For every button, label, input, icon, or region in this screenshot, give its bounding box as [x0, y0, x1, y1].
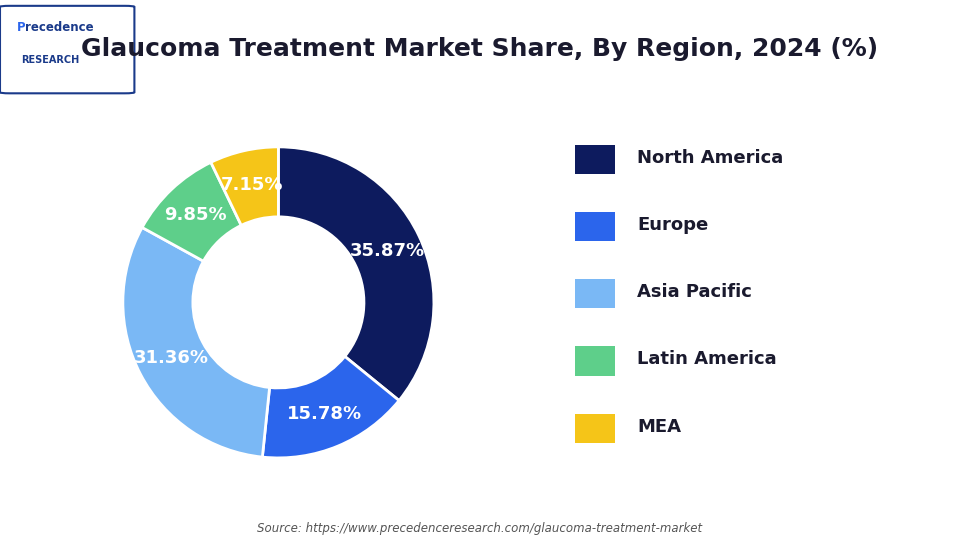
FancyBboxPatch shape: [575, 145, 615, 174]
Text: RESEARCH: RESEARCH: [21, 55, 80, 65]
Wedge shape: [262, 356, 399, 458]
Wedge shape: [123, 227, 270, 457]
Text: MEA: MEA: [637, 417, 681, 436]
Text: 15.78%: 15.78%: [287, 405, 362, 423]
Text: P: P: [17, 21, 26, 34]
Text: Latin America: Latin America: [637, 350, 777, 368]
Text: 35.87%: 35.87%: [349, 241, 425, 260]
Text: 31.36%: 31.36%: [134, 349, 209, 367]
Text: Glaucoma Treatment Market Share, By Region, 2024 (%): Glaucoma Treatment Market Share, By Regi…: [82, 37, 878, 60]
Text: Asia Pacific: Asia Pacific: [637, 283, 752, 301]
Text: Europe: Europe: [637, 216, 708, 234]
Text: recedence: recedence: [25, 21, 93, 34]
FancyBboxPatch shape: [0, 6, 134, 93]
Text: Source: https://www.precedenceresearch.com/glaucoma-treatment-market: Source: https://www.precedenceresearch.c…: [257, 522, 703, 535]
Text: 9.85%: 9.85%: [164, 206, 227, 224]
FancyBboxPatch shape: [575, 414, 615, 443]
FancyBboxPatch shape: [575, 347, 615, 376]
Text: 7.15%: 7.15%: [220, 176, 283, 194]
Wedge shape: [278, 147, 434, 401]
Text: North America: North America: [637, 148, 783, 167]
Wedge shape: [142, 163, 241, 261]
FancyBboxPatch shape: [575, 212, 615, 241]
FancyBboxPatch shape: [575, 279, 615, 308]
Wedge shape: [211, 147, 278, 225]
